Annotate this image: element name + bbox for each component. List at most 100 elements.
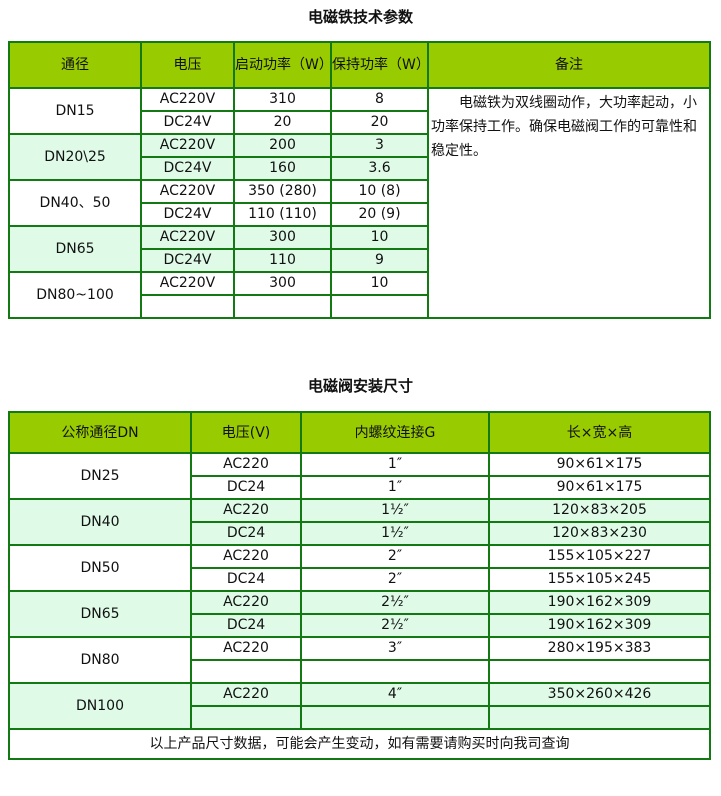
value-cell xyxy=(233,294,332,319)
value-cell: 1½″ xyxy=(300,521,490,546)
value-cell: 9 xyxy=(330,248,429,273)
value-cell: 110 xyxy=(233,248,332,273)
value-cell: 120×83×230 xyxy=(488,521,711,546)
header-nominal-size: 公称通径DN xyxy=(8,411,192,454)
table-row: DN15 AC220V 310 8 电磁铁为双线圈动作，大功率起动，小功率保持工作。确保… xyxy=(8,87,711,319)
value-cell: 300 xyxy=(233,271,332,296)
value-cell: DC24V xyxy=(140,110,235,135)
value-cell: DC24V xyxy=(140,202,235,227)
header-thread: 内螺纹连接G xyxy=(300,411,490,454)
value-cell: AC220 xyxy=(190,590,302,615)
table-row: DN40、50 AC220V 350 (280) 10 (8) xyxy=(8,179,710,227)
value-cell xyxy=(140,294,235,319)
size-cell: DN15 xyxy=(8,87,142,135)
table-footer-note: 以上产品尺寸数据，可能会产生变动，如有需要请购买时向我司查询 xyxy=(8,728,711,760)
size-cell: DN65 xyxy=(8,590,192,638)
header-start-power: 启动功率（W） xyxy=(233,41,333,89)
value-cell xyxy=(300,659,490,684)
size-cell: DN20\25 xyxy=(8,133,142,181)
value-cell: AC220 xyxy=(190,452,302,477)
value-cell xyxy=(488,705,711,730)
value-cell: 280×195×383 xyxy=(488,636,711,661)
value-cell: 300 xyxy=(233,225,332,250)
header-remark: 备注 xyxy=(427,41,711,89)
header-hold-power: 保持功率（W） xyxy=(330,41,430,89)
value-cell: AC220 xyxy=(190,544,302,569)
value-cell xyxy=(190,659,302,684)
table-row xyxy=(9,705,711,730)
size-cell: DN50 xyxy=(8,544,192,592)
install-dimensions-table: 公称通径DN 电压(V) 内螺纹连接G 长×宽×高 DN25 AC220 1″ 90×… xyxy=(8,411,711,760)
value-cell: 2½″ xyxy=(300,590,490,615)
table-row: DN100 AC220 4″ 350×260×426 xyxy=(8,682,711,730)
size-cell: DN80~100 xyxy=(8,271,142,319)
value-cell: 20 (9) xyxy=(330,202,429,227)
table-row: DN80~100 AC220V 300 10 xyxy=(8,271,710,319)
header-dimensions: 长×宽×高 xyxy=(488,411,711,454)
value-cell: 1½″ xyxy=(300,498,490,523)
table-row: DC24V 110 (110) 20 (9) xyxy=(9,202,710,227)
header-voltage: 电压 xyxy=(140,41,235,89)
value-cell xyxy=(488,659,711,684)
table-row: DC24 2″ 155×105×245 xyxy=(9,567,711,592)
table-row: DN40 AC220 1½″ 120×83×205 xyxy=(8,498,711,546)
value-cell xyxy=(330,294,429,319)
value-cell: 1″ xyxy=(300,452,490,477)
electromagnet-params-table: 通径 电压 启动功率（W） 保持功率（W） 备注 DN15 AC220V 310 8 电… xyxy=(8,41,711,319)
value-cell: 190×162×309 xyxy=(488,590,711,615)
value-cell: 90×61×175 xyxy=(488,475,711,500)
table-row xyxy=(9,659,711,684)
value-cell xyxy=(190,705,302,730)
size-cell: DN80 xyxy=(8,636,192,684)
value-cell: 90×61×175 xyxy=(488,452,711,477)
table-row: DC24 1″ 90×61×175 xyxy=(9,475,711,500)
header-size: 通径 xyxy=(8,41,142,89)
value-cell: AC220V xyxy=(140,179,235,204)
value-cell: AC220V xyxy=(140,225,235,250)
size-cell: DN100 xyxy=(8,682,192,730)
value-cell: 2½″ xyxy=(300,613,490,638)
value-cell: DC24 xyxy=(190,521,302,546)
size-cell: DN40、50 xyxy=(8,179,142,227)
value-cell: 350 (280) xyxy=(233,179,332,204)
value-cell: 155×105×227 xyxy=(488,544,711,569)
value-cell: 10 xyxy=(330,225,429,250)
size-cell: DN25 xyxy=(8,452,192,500)
value-cell: 2″ xyxy=(300,544,490,569)
size-cell: DN65 xyxy=(8,225,142,273)
remark-cell: 电磁铁为双线圈动作，大功率起动，小功率保持工作。确保电磁阀工作的可靠性和稳定性。 xyxy=(427,87,711,319)
value-cell: 155×105×245 xyxy=(488,567,711,592)
value-cell: 3 xyxy=(330,133,429,158)
value-cell: 20 xyxy=(330,110,429,135)
table-row: DN50 AC220 2″ 155×105×227 xyxy=(8,544,711,592)
value-cell: 20 xyxy=(233,110,332,135)
value-cell: 350×260×426 xyxy=(488,682,711,707)
table2-title: 电磁阀安装尺寸 xyxy=(307,377,413,395)
value-cell: DC24 xyxy=(190,475,302,500)
value-cell: 10 (8) xyxy=(330,179,429,204)
value-cell: DC24V xyxy=(140,248,235,273)
value-cell: 10 xyxy=(330,271,429,296)
value-cell: 110 (110) xyxy=(233,202,332,227)
table-row: DC24 1½″ 120×83×230 xyxy=(9,521,711,546)
value-cell: AC220 xyxy=(190,682,302,707)
table-row: DN65 AC220V 300 10 xyxy=(8,225,710,273)
table-row: DN25 AC220 1″ 90×61×175 xyxy=(8,452,711,500)
value-cell: AC220V xyxy=(140,271,235,296)
value-cell: 1″ xyxy=(300,475,490,500)
value-cell: 2″ xyxy=(300,567,490,592)
value-cell: 190×162×309 xyxy=(488,613,711,638)
value-cell: AC220 xyxy=(190,498,302,523)
value-cell: 310 xyxy=(233,87,332,112)
size-cell: DN40 xyxy=(8,498,192,546)
table-row: DC24V 20 20 xyxy=(9,110,710,135)
value-cell: 4″ xyxy=(300,682,490,707)
value-cell: AC220V xyxy=(140,87,235,112)
value-cell: DC24V xyxy=(140,156,235,181)
value-cell: AC220V xyxy=(140,133,235,158)
table1-title: 电磁铁技术参数 xyxy=(307,8,413,26)
table-row: DN20\25 AC220V 200 3 xyxy=(8,133,710,181)
value-cell: 200 xyxy=(233,133,332,158)
table-row: DC24V 110 9 xyxy=(9,248,710,273)
value-cell xyxy=(300,705,490,730)
